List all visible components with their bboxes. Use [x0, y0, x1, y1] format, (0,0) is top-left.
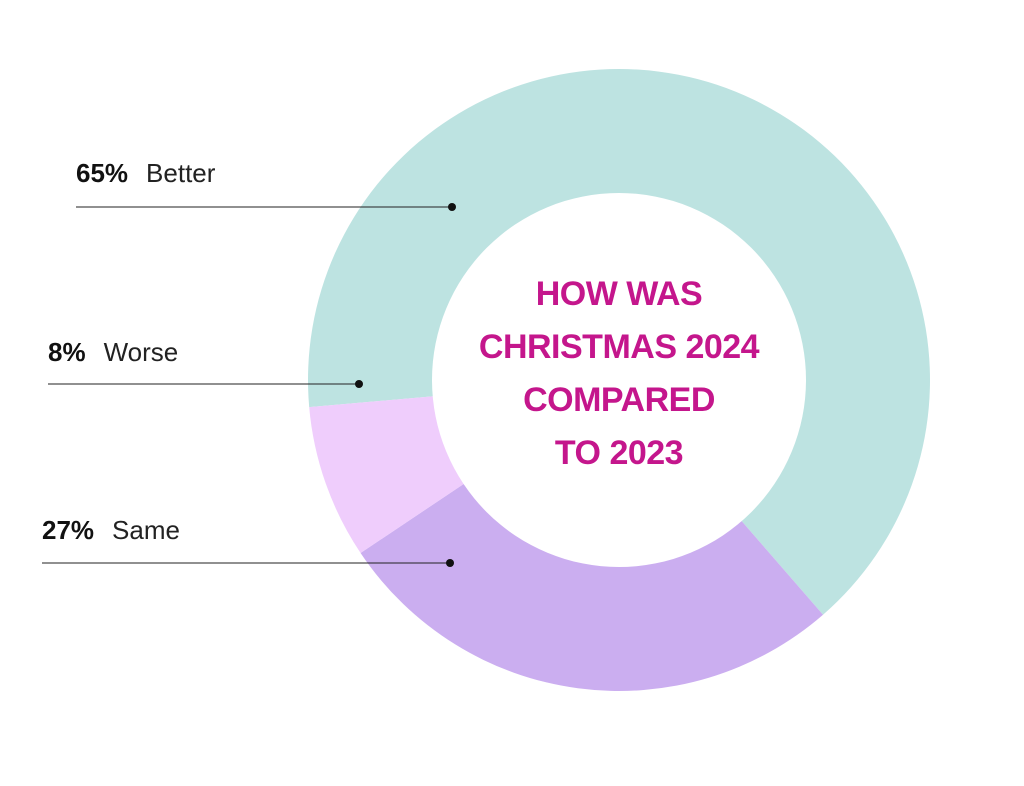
label-same: 27% Same: [42, 515, 454, 567]
chart-title-line: TO 2023: [555, 434, 683, 472]
slice-category-label: Worse: [104, 337, 179, 367]
leader-dot: [446, 559, 454, 567]
chart-title-line: CHRISTMAS 2024: [479, 328, 760, 366]
slice-label-text: 65% Better: [76, 158, 216, 188]
slice-label-text: 27% Same: [42, 515, 180, 545]
chart-title: HOW WAS CHRISTMAS 2024 COMPARED TO 2023: [479, 275, 760, 472]
donut-hole: [432, 193, 806, 567]
slice-labels: 65% Better 27% Same 8% Worse: [42, 158, 456, 567]
slice-category-label: Same: [112, 515, 180, 545]
leader-dot: [448, 203, 456, 211]
label-worse: 8% Worse: [48, 337, 363, 388]
leader-dot: [355, 380, 363, 388]
chart-title-line: COMPARED: [523, 381, 715, 419]
label-better: 65% Better: [76, 158, 456, 211]
slice-category-label: Better: [146, 158, 216, 188]
chart-title-line: HOW WAS: [536, 275, 702, 313]
slice-label-text: 8% Worse: [48, 337, 178, 367]
slice-value-label: 8%: [48, 337, 86, 367]
slice-value-label: 27%: [42, 515, 94, 545]
slice-value-label: 65%: [76, 158, 128, 188]
